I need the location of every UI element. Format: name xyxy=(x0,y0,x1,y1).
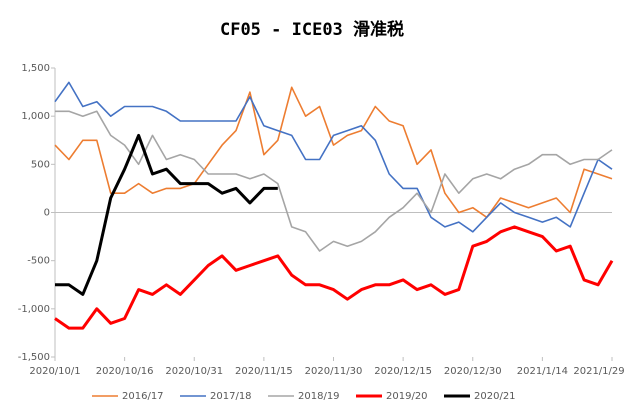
series-line xyxy=(55,110,613,252)
x-tick-label: 2020/12/30 xyxy=(444,366,502,377)
x-tick-label: 2020/12/15 xyxy=(374,366,432,377)
legend-label: 2018/19 xyxy=(298,391,340,402)
y-tick-label: 500 xyxy=(31,159,50,170)
legend-label: 2016/17 xyxy=(122,391,164,402)
legend-label: 2017/18 xyxy=(210,391,252,402)
series-line xyxy=(55,133,278,296)
x-tick-label: 2020/10/31 xyxy=(165,366,223,377)
x-tick-label: 2020/11/30 xyxy=(305,366,363,377)
y-tick-label: -1,000 xyxy=(18,304,50,315)
series-line xyxy=(54,81,613,233)
series-line xyxy=(54,86,613,219)
x-tick-label: 2020/10/16 xyxy=(96,366,154,377)
y-tick-label: 1,500 xyxy=(21,63,50,74)
y-tick-label: 1,000 xyxy=(21,111,50,122)
legend-label: 2019/20 xyxy=(386,391,428,402)
y-tick-label: 0 xyxy=(44,208,50,219)
y-tick-label: -1,500 xyxy=(18,352,50,363)
x-tick-label: 2020/11/15 xyxy=(235,366,293,377)
y-tick-label: -500 xyxy=(27,256,50,267)
legend-label: 2020/21 xyxy=(474,391,516,402)
x-tick-label: 2020/10/1 xyxy=(29,366,80,377)
chart-title: CF05 - ICE03 滑准税 xyxy=(220,19,404,40)
x-tick-label: 2021/1/14 xyxy=(517,366,568,377)
series-line xyxy=(54,225,614,330)
x-tick-label: 2021/1/29 xyxy=(573,366,624,377)
